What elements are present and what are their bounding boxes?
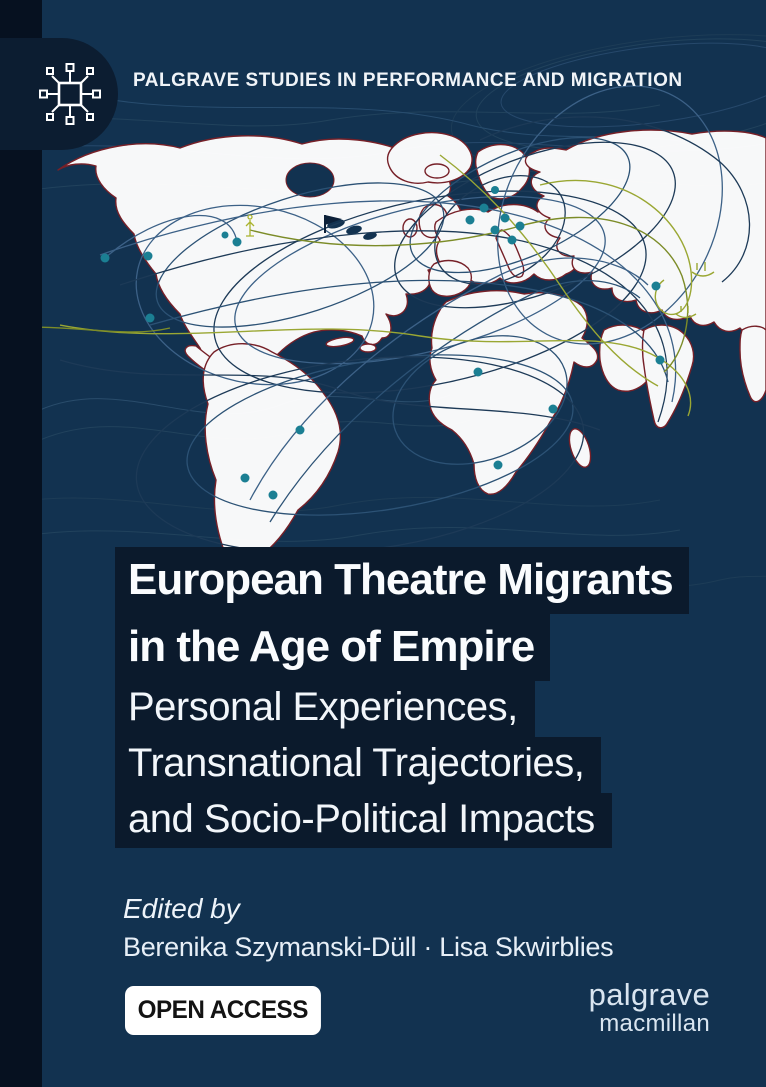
open-access-badge: OPEN ACCESS [125, 986, 321, 1035]
book-subtitle-line-1: Personal Experiences, [115, 681, 535, 737]
book-title-line: in the Age of Empire [115, 614, 689, 681]
book-subtitle-line-2: Transnational Trajectories, [115, 736, 602, 793]
book-subtitle-line: and Socio-Political Impacts [115, 792, 689, 849]
statue-of-liberty-doodle [245, 214, 255, 237]
book-subtitle-line-3: and Socio-Political Impacts [115, 792, 612, 849]
publisher-logo: palgrave macmillan [589, 979, 710, 1038]
network-node-icon [39, 63, 101, 125]
flag-doodle [324, 215, 342, 233]
book-title-line-2: in the Age of Empire [115, 614, 551, 681]
title-block: European Theatre Migrants in the Age of … [115, 547, 689, 849]
editor-names: Berenika Szymanski-Düll · Lisa Skwirblie… [123, 932, 614, 962]
left-edge-strip [0, 0, 42, 1087]
book-title-line: European Theatre Migrants [115, 547, 689, 614]
publisher-imprint: macmillan [599, 1010, 710, 1037]
book-subtitle-line: Transnational Trajectories, [115, 736, 689, 793]
book-subtitle-line: Personal Experiences, [115, 681, 689, 737]
publisher-name: palgrave [588, 977, 710, 1012]
book-title-line-1: European Theatre Migrants [115, 547, 689, 614]
edited-by-label: Edited by [123, 893, 240, 924]
trajectory-lines [59, 85, 751, 554]
city-dots [100, 186, 665, 500]
series-title: PALGRAVE STUDIES IN PERFORMANCE AND MIGR… [133, 70, 683, 91]
series-logo-badge [0, 38, 118, 150]
authors-block: Edited by Berenika Szymanski-Düll · Lisa… [123, 893, 614, 963]
